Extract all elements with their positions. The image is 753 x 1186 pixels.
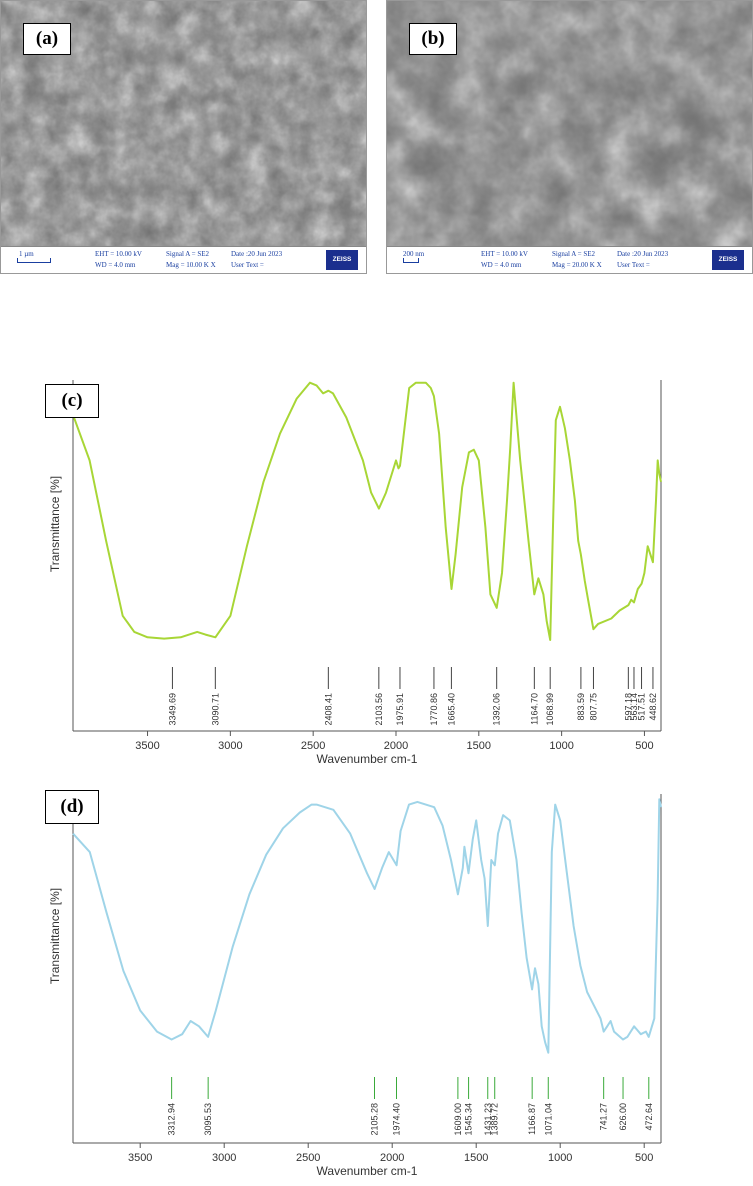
y-axis-label: Transmittance [%] <box>48 888 62 984</box>
x-tick-label: 500 <box>635 1152 653 1164</box>
sem-info-bar-a: 1 µm EHT = 10.00 kV WD = 4.0 mm Signal A… <box>1 246 366 273</box>
x-tick-label: 3500 <box>128 1152 152 1164</box>
peak-label: 3090.71 <box>210 693 220 726</box>
peak-label: 2103.56 <box>374 693 384 726</box>
sem-image-b: (b) 200 nm EHT = 10.00 kV WD = 4.0 mm Si… <box>386 0 753 274</box>
wd-text-a: WD = 4.0 mm <box>95 261 136 269</box>
peak-label: 807.75 <box>588 693 598 721</box>
peak-label: 626.00 <box>618 1103 628 1131</box>
y-axis-label: Transmittance [%] <box>48 476 62 572</box>
peak-label: 883.59 <box>576 693 586 721</box>
ftir-chart-d: 3500 3000 2500 2000 1500 1000 500 Wavenumber cm… <box>0 786 753 1186</box>
x-axis-label: Wavenumber cm-1 <box>317 752 418 766</box>
peak-label: 1392.06 <box>492 693 502 726</box>
spectrum-line <box>72 381 662 641</box>
peak-label: 1164.70 <box>529 693 539 725</box>
signal-text-a: Signal A = SE2 <box>166 250 210 258</box>
ftir-chart-c: 3500 3000 2500 2000 1500 1000 500 Wavenumber cm… <box>0 380 753 780</box>
peak-label: 741.27 <box>599 1103 609 1131</box>
x-tick-label: 2500 <box>296 1152 320 1164</box>
peak-label: 1068.99 <box>545 693 555 726</box>
x-tick-label: 3000 <box>218 740 242 752</box>
zeiss-logo-a: ZEISS <box>326 250 358 270</box>
peak-label: 1665.40 <box>446 693 456 726</box>
mag-text-a: Mag = 10.00 K X <box>166 261 216 269</box>
wd-text-b: WD = 4.0 mm <box>481 261 522 269</box>
ftir-plot-d: 3500 3000 2500 2000 1500 1000 500 Wavenumber cm… <box>48 794 662 1178</box>
peak-label: 1974.40 <box>392 1103 402 1136</box>
x-tick-label: 2500 <box>301 740 325 752</box>
eht-text-b: EHT = 10.00 kV <box>481 250 528 258</box>
peak-label: 3349.69 <box>167 693 177 726</box>
x-axis-label: Wavenumber cm-1 <box>317 1164 418 1178</box>
peak-label: 3312.94 <box>167 1103 177 1136</box>
mag-text-b: Mag = 20.00 K X <box>552 261 602 269</box>
peak-label: 1609.00 <box>453 1103 463 1136</box>
x-tick-label: 1500 <box>464 1152 488 1164</box>
scale-text-a: 1 µm <box>19 250 34 258</box>
scale-text-b: 200 nm <box>403 250 425 258</box>
peak-label: 2105.28 <box>370 1103 380 1136</box>
peak-label: 597.18 <box>623 693 633 721</box>
peak-label: 517.51 <box>637 693 647 721</box>
panel-label-b: (b) <box>409 23 457 55</box>
peak-label: 1389.72 <box>490 1103 500 1136</box>
panel-label-c: (c) <box>45 384 99 418</box>
peak-label: 1545.34 <box>464 1103 474 1136</box>
scale-bar-a <box>17 258 51 263</box>
x-tick-label: 3500 <box>135 740 159 752</box>
peak-label: 1071.04 <box>543 1103 553 1136</box>
eht-text-a: EHT = 10.00 kV <box>95 250 142 258</box>
ftir-plot-c: 3500 3000 2500 2000 1500 1000 500 Wavenumber cm… <box>48 380 662 766</box>
zeiss-logo-b: ZEISS <box>712 250 744 270</box>
date-text-b: Date :20 Jun 2023 <box>617 250 669 258</box>
scale-bar-b <box>403 258 419 263</box>
user-text-a: User Text = <box>231 261 264 269</box>
x-tick-label: 3000 <box>212 1152 236 1164</box>
peak-label: 448.62 <box>648 693 658 721</box>
panel-label-d: (d) <box>45 790 99 824</box>
peak-label: 2408.41 <box>323 693 333 726</box>
panel-label-a: (a) <box>23 23 71 55</box>
peak-label: 1770.86 <box>429 693 439 726</box>
sem-image-a: (a) 1 µm EHT = 10.00 kV WD = 4.0 mm Sign… <box>0 0 367 274</box>
sem-info-bar-b: 200 nm EHT = 10.00 kV WD = 4.0 mm Signal… <box>387 246 752 273</box>
x-tick-label: 1000 <box>549 740 573 752</box>
peak-label: 1975.91 <box>395 693 405 726</box>
x-tick-label: 1000 <box>548 1152 572 1164</box>
user-text-b: User Text = <box>617 261 650 269</box>
signal-text-b: Signal A = SE2 <box>552 250 596 258</box>
spectrum-line <box>72 798 662 1054</box>
peak-label: 1431.23 <box>483 1103 493 1136</box>
x-tick-label: 2000 <box>384 740 408 752</box>
date-text-a: Date :20 Jun 2023 <box>231 250 283 258</box>
x-tick-label: 1500 <box>467 740 491 752</box>
peak-label: 472.64 <box>644 1103 654 1131</box>
peak-label: 563.14 <box>629 693 639 721</box>
peak-label: 1166.87 <box>527 1103 537 1135</box>
x-tick-label: 2000 <box>380 1152 404 1164</box>
x-tick-label: 500 <box>635 740 653 752</box>
peak-label: 3095.53 <box>203 1103 213 1136</box>
